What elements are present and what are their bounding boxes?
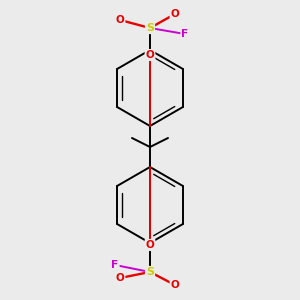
Text: O: O xyxy=(171,280,179,290)
Text: S: S xyxy=(146,267,154,277)
Text: F: F xyxy=(111,260,118,270)
Text: S: S xyxy=(146,23,154,33)
Text: O: O xyxy=(171,9,179,19)
Text: O: O xyxy=(146,50,154,60)
Text: F: F xyxy=(182,29,189,39)
Text: O: O xyxy=(116,15,124,25)
Text: O: O xyxy=(146,240,154,250)
Text: O: O xyxy=(116,273,124,283)
